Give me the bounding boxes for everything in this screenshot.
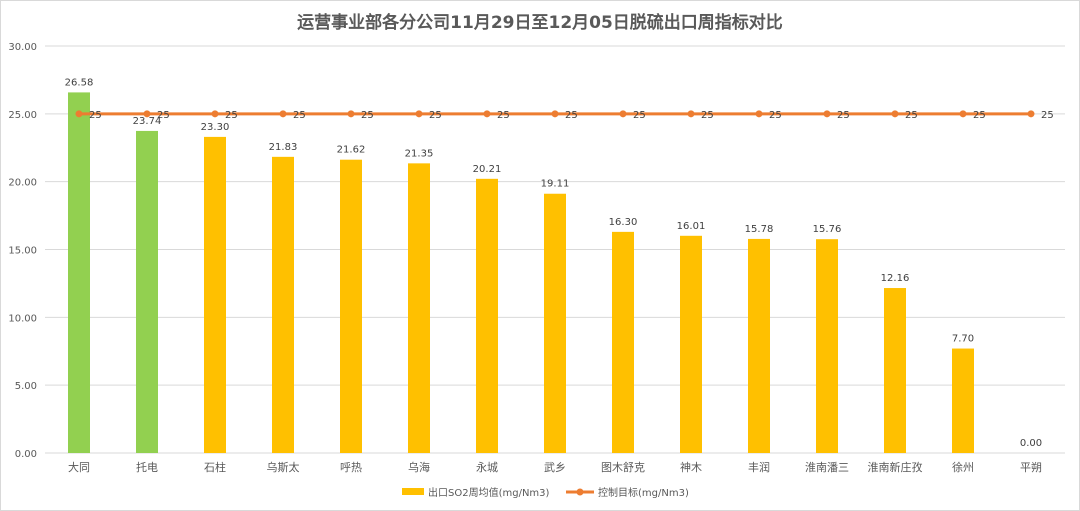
- target-point: [415, 110, 423, 118]
- line-data-label: 25: [905, 110, 918, 121]
- y-tick-label: 20.00: [8, 178, 37, 189]
- line-data-label: 25: [701, 110, 714, 121]
- x-tick-label: 神木: [680, 460, 702, 474]
- y-tick-label: 5.00: [15, 381, 37, 392]
- bar: [544, 193, 566, 453]
- bar: [816, 239, 838, 453]
- bar-data-label: 21.83: [269, 142, 298, 153]
- line-data-label: 25: [361, 110, 374, 121]
- legend-marker-line: [576, 488, 584, 496]
- bar-data-label: 16.01: [677, 221, 706, 232]
- bar-data-label: 20.21: [473, 164, 502, 175]
- bar: [136, 130, 158, 453]
- target-point: [279, 110, 287, 118]
- line-data-label: 25: [973, 110, 986, 121]
- target-point: [619, 110, 627, 118]
- bar: [748, 238, 770, 453]
- y-tick-label: 0.00: [15, 449, 37, 460]
- bar: [408, 163, 430, 453]
- target-point: [891, 110, 899, 118]
- x-tick-label: 乌海: [408, 460, 430, 474]
- legend-label-bar: 出口SO2周均值(mg/Nm3): [428, 486, 550, 499]
- bar-data-label: 21.35: [405, 148, 434, 159]
- target-point: [551, 110, 559, 118]
- x-tick-label: 石柱: [204, 460, 226, 474]
- chart-title: 运营事业部各分公司11月29日至12月05日脱硫出口周指标对比: [297, 13, 783, 33]
- bar-data-label: 19.11: [541, 179, 570, 190]
- line-data-label: 25: [633, 110, 646, 121]
- bar-data-label: 21.62: [337, 145, 366, 156]
- bar: [884, 288, 906, 453]
- bar: [340, 159, 362, 453]
- x-tick-label: 托电: [136, 460, 158, 474]
- legend-label-line: 控制目标(mg/Nm3): [598, 486, 689, 499]
- line-data-label: 25: [157, 110, 170, 121]
- line-data-label: 25: [225, 110, 238, 121]
- legend-swatch-bar: [402, 488, 424, 495]
- x-tick-label: 丰润: [748, 460, 770, 474]
- bar-data-label: 23.74: [133, 116, 162, 127]
- target-point: [1027, 110, 1035, 118]
- line-data-label: 25: [565, 110, 578, 121]
- bar-data-label: 0.00: [1020, 438, 1042, 449]
- target-point: [75, 110, 83, 118]
- bar: [68, 92, 90, 453]
- bar: [204, 136, 226, 453]
- target-point: [687, 110, 695, 118]
- line-data-label: 25: [89, 110, 102, 121]
- x-tick-label: 图木舒克: [601, 460, 645, 474]
- y-tick-label: 15.00: [8, 246, 37, 257]
- target-point: [823, 110, 831, 118]
- bar: [272, 156, 294, 453]
- line-data-label: 25: [769, 110, 782, 121]
- target-point: [959, 110, 967, 118]
- bar-data-label: 15.76: [813, 224, 842, 235]
- bar: [476, 178, 498, 453]
- x-tick-label: 淮南潘三: [805, 461, 849, 474]
- y-tick-label: 10.00: [8, 313, 37, 324]
- x-tick-label: 永城: [476, 460, 498, 474]
- bar-data-label: 7.70: [952, 334, 974, 345]
- x-tick-label: 淮南新庄孜: [868, 460, 923, 474]
- target-point: [347, 110, 355, 118]
- bar-data-label: 23.30: [201, 122, 230, 133]
- x-tick-label: 大同: [68, 460, 90, 474]
- target-point: [211, 110, 219, 118]
- line-data-label: 25: [497, 110, 510, 121]
- y-tick-label: 30.00: [8, 42, 37, 53]
- line-data-label: 25: [1041, 110, 1054, 121]
- bar-data-label: 16.30: [609, 217, 638, 228]
- target-point: [143, 110, 151, 118]
- bar: [612, 231, 634, 453]
- x-tick-label: 武乡: [544, 461, 566, 474]
- x-tick-label: 平朔: [1020, 461, 1042, 474]
- bar-data-label: 15.78: [745, 224, 774, 235]
- line-data-label: 25: [837, 110, 850, 121]
- line-data-label: 25: [293, 110, 306, 121]
- target-point: [755, 110, 763, 118]
- x-tick-label: 乌斯太: [267, 460, 300, 474]
- x-tick-label: 呼热: [340, 461, 362, 474]
- target-point: [483, 110, 491, 118]
- bar: [952, 348, 974, 453]
- bar-data-label: 12.16: [881, 273, 910, 284]
- bar: [680, 235, 702, 453]
- y-tick-label: 25.00: [8, 110, 37, 121]
- bar-data-label: 26.58: [65, 77, 94, 88]
- line-data-label: 25: [429, 110, 442, 121]
- x-tick-label: 徐州: [952, 460, 974, 474]
